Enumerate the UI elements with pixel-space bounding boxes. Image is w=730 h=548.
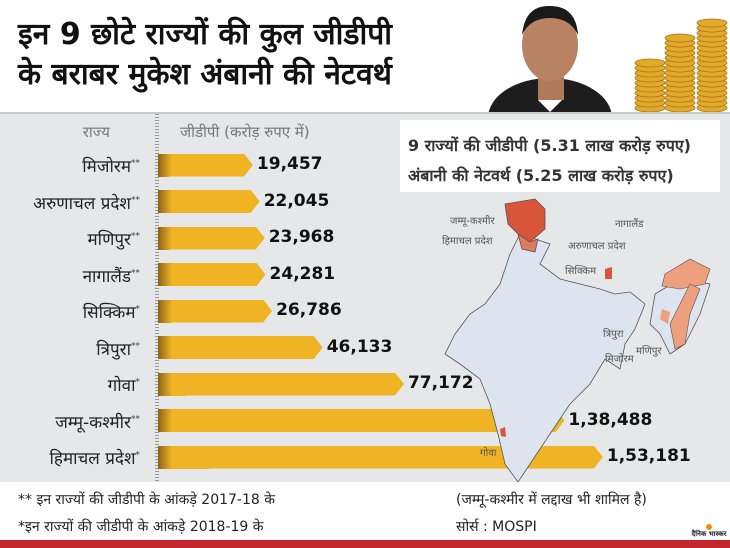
- bar: [158, 300, 272, 323]
- category-label: सिक्किम*: [82, 303, 140, 323]
- portrait: [488, 5, 612, 112]
- category-label: मणिपुर**: [87, 230, 140, 250]
- map-label: जम्मू-कश्मीर: [450, 215, 495, 227]
- bar: [158, 190, 260, 213]
- footnote-double-star: ** इन राज्यों की जीडीपी के आंकड़े 2017-1…: [18, 492, 275, 508]
- legend-box: 9 राज्यों की जीडीपी (5.31 लाख करोड़ रुपए…: [400, 120, 720, 192]
- map-label: त्रिपुरा: [603, 328, 624, 340]
- category-label: जम्मू-कश्मीर**: [55, 412, 140, 433]
- title-line-2: के बराबर मुकेश अंबानी की नेटवर्थ: [18, 57, 392, 92]
- chart-area: राज्य जीडीपी (करोड़ रुपए में) मिजोरम** 19…: [0, 112, 730, 482]
- bar: [158, 336, 323, 359]
- category-label: त्रिपुरा**: [96, 339, 140, 360]
- bar: [158, 409, 564, 432]
- goa: [500, 427, 506, 437]
- arunachal-pradesh: [661, 258, 711, 290]
- legend-networth: अंबानी की नेटवर्थ (5.25 लाख करोड़ रुपए): [408, 166, 674, 185]
- category-label: गोवा*: [107, 376, 140, 396]
- coin: [634, 58, 666, 68]
- nagaland-manipur-mizoram: [669, 283, 701, 350]
- footnote-ladakh: (जम्मू-कश्मीर में लद्दाख भी शामिल है): [456, 492, 647, 508]
- y-axis-header: राज्य: [82, 123, 110, 141]
- ambani-portrait-and-coins: [488, 5, 728, 112]
- map-label: मणिपुर: [636, 345, 662, 357]
- bar: [158, 446, 603, 469]
- legend-gdp: 9 राज्यों की जीडीपी (5.31 लाख करोड़ रुपए…: [408, 136, 691, 155]
- category-label: अरुणाचल प्रदेश**: [33, 193, 140, 214]
- category-label: मिजोरम**: [82, 157, 140, 177]
- coin: [664, 33, 696, 43]
- map-label: हिमाचल प्रदेश: [442, 235, 493, 247]
- bar: [158, 154, 253, 177]
- category-label: हिमाचल प्रदेश*: [49, 449, 140, 469]
- axis-line: [155, 114, 159, 482]
- value-label: 24,281: [269, 263, 336, 284]
- value-label: 77,172: [407, 373, 474, 393]
- coin-stacks: [634, 18, 728, 112]
- bar: [158, 263, 266, 286]
- sikkim: [605, 267, 612, 279]
- source-text: सोर्स : MOSPI: [456, 519, 537, 535]
- tripura: [660, 309, 670, 324]
- india-map: जम्मू-कश्मीर हिमाचल प्रदेश नागालैंड अरुण…: [442, 198, 711, 482]
- value-label: 46,133: [326, 336, 393, 357]
- bar: [158, 227, 265, 250]
- map-label: सिक्किम: [565, 265, 597, 277]
- footnote-single-star: *इन राज्यों की जीडीपी के आंकड़े 2018-19 …: [18, 519, 264, 535]
- value-label: 22,045: [263, 190, 330, 211]
- value-label: 26,786: [276, 300, 342, 320]
- value-label: 19,457: [256, 154, 323, 174]
- map-label: मिजोरम: [605, 353, 635, 365]
- bar: [158, 373, 404, 396]
- value-label: 1,53,181: [606, 446, 691, 466]
- jammu-kashmir: [504, 198, 546, 243]
- value-label: 1,38,488: [568, 409, 653, 430]
- himachal-pradesh: [517, 233, 539, 253]
- coin: [696, 18, 728, 28]
- category-label: नागालैंड**: [82, 266, 140, 287]
- title-line-1: इन 9 छोटे राज्यों की कुल जीडीपी: [18, 17, 393, 52]
- value-label: 23,968: [268, 227, 335, 247]
- bottom-red-bar: [0, 540, 730, 548]
- india-outline: [444, 233, 646, 482]
- map-label: नागालैंड: [615, 218, 644, 230]
- map-label: गोवा: [480, 447, 497, 459]
- map-label: अरुणाचल प्रदेश: [568, 240, 626, 252]
- x-axis-header: जीडीपी (करोड़ रुपए में): [180, 123, 310, 141]
